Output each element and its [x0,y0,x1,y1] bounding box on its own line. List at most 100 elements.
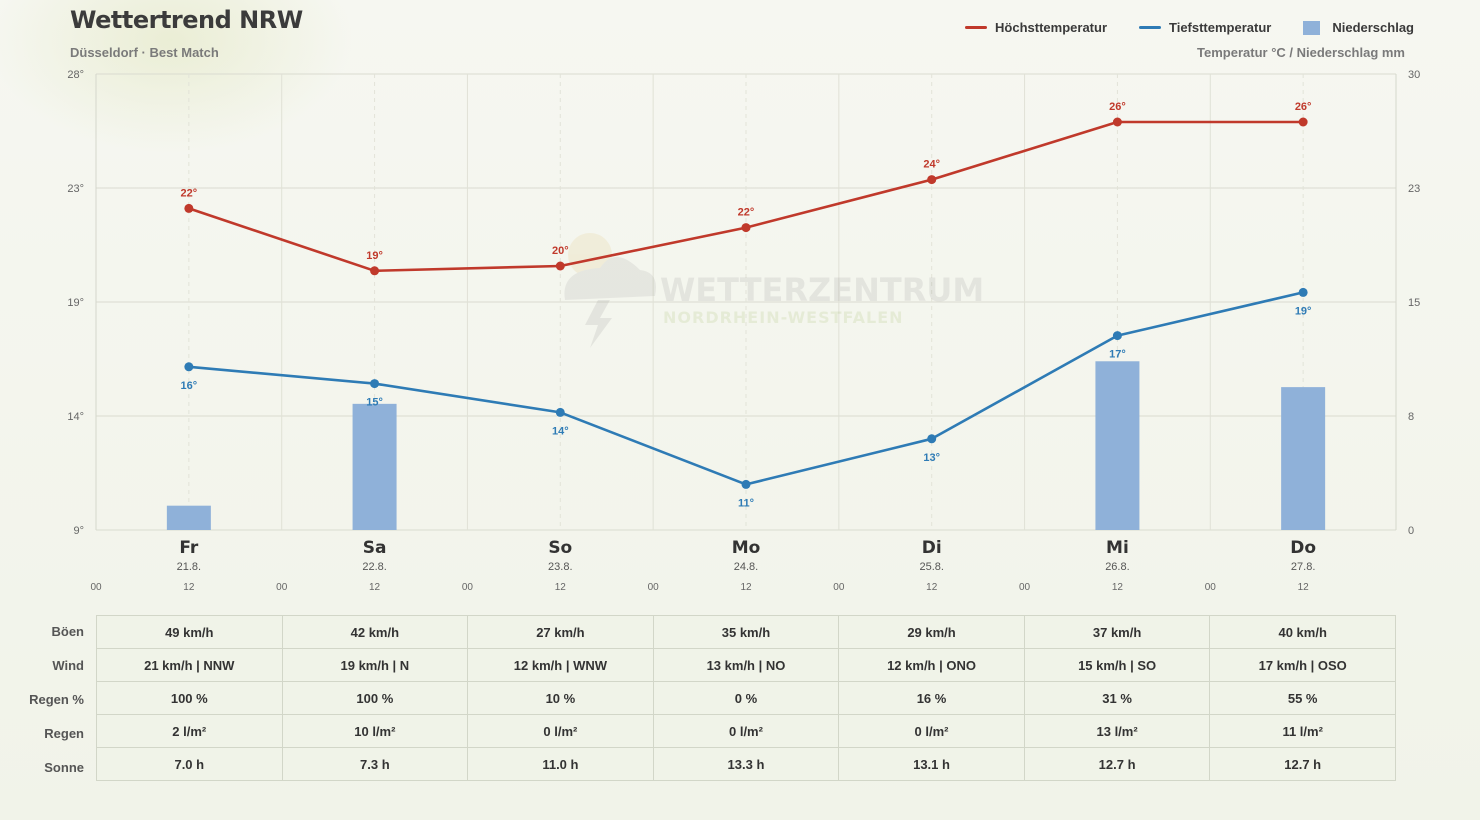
watermark-subtitle: NORDRHEIN-WESTFALEN [663,308,904,327]
day-label: Mo [732,538,761,558]
low-temp-point [184,362,194,372]
high-temp-label: 26° [1295,101,1312,113]
low-temp-point [1112,331,1122,341]
hour-tick-label: 00 [276,582,288,593]
detail-row-labels: Böen Wind Regen % Regen Sonne [0,615,84,785]
low-temp-point [370,379,380,389]
table-row-gusts: 49 km/h 42 km/h 27 km/h 35 km/h 29 km/h … [96,615,1396,649]
table-cell: 7.3 h [281,747,469,781]
y-right-tick-label: 15 [1408,297,1420,309]
weather-trend-chart: WETTERZENTRUM NORDRHEIN-WESTFALEN 9° 0 14°… [67,69,1420,593]
table-cell: 10 % [467,681,654,715]
high-temp-point [370,266,380,276]
high-temp-point [1112,117,1122,127]
table-cell: 21 km/h | NNW [96,648,283,682]
high-temp-label: 26° [1109,101,1126,113]
legend-swatch-high [965,26,988,29]
low-temp-label: 17° [1109,349,1126,361]
watermark-sun-icon [568,233,612,277]
high-temp-point [555,261,565,271]
day-label: Sa [363,538,387,558]
day-label: So [548,538,572,558]
table-row-rain-amount: 2 l/m² 10 l/m² 0 l/m² 0 l/m² 0 l/m² 13 l… [96,714,1396,748]
day-label: Do [1290,538,1316,558]
row-label-sunshine: Sonne [44,760,84,775]
low-temp-point [1298,287,1308,297]
table-cell: 37 km/h [1023,615,1211,649]
table-cell: 100 % [281,681,469,715]
chart-labels: 9° 0 14° 8 19° 15 23° 23 28° 30 00 12 Fr 21.8. 00 12 Sa 2… [67,69,1420,593]
high-temp-label: 22° [738,207,755,219]
watermark-bolt-icon [585,300,612,348]
watermark-cloud-icon [564,256,656,300]
y-left-tick-label: 14° [67,411,84,423]
table-cell: 19 km/h | N [281,648,469,682]
y-right-tick-label: 0 [1408,525,1414,537]
hour-tick-label: 12 [183,582,195,593]
hour-tick-label: 00 [90,582,102,593]
precip-bar [1281,387,1326,530]
y-left-tick-label: 28° [67,69,84,81]
table-cell: 12 km/h | WNW [467,648,654,682]
table-cell: 10 l/m² [281,714,469,748]
table-cell: 7.0 h [96,747,283,781]
hour-tick-label: 00 [1205,582,1217,593]
table-cell: 11 l/m² [1209,714,1396,748]
y-left-tick-label: 19° [67,297,84,309]
table-cell: 42 km/h [281,615,469,649]
location-subtitle: Düsseldorf · Best Match [70,45,219,60]
date-label: 25.8. [919,561,943,573]
table-cell: 13 km/h | NO [652,648,840,682]
table-cell: 12.7 h [1209,747,1396,781]
table-cell: 17 km/h | OSO [1209,648,1396,682]
table-cell: 12.7 h [1023,747,1211,781]
low-temp-point [555,407,565,417]
table-cell: 40 km/h [1209,615,1396,649]
y-right-tick-label: 30 [1408,69,1420,81]
table-cell: 16 % [838,681,1025,715]
legend-item-low[interactable]: Tiefsttemperatur [1139,20,1271,35]
table-cell: 29 km/h [838,615,1025,649]
legend-label-precip: Niederschlag [1332,20,1414,35]
table-cell: 55 % [1209,681,1396,715]
hour-tick-label: 00 [462,582,474,593]
legend-label-low: Tiefsttemperatur [1169,20,1272,35]
row-label-wind: Wind [52,658,84,673]
day-label: Fr [179,538,199,558]
high-temp-label: 20° [552,245,569,257]
temperature-lines [184,117,1308,489]
table-row-rain-probability: 100 % 100 % 10 % 0 % 16 % 31 % 55 % [96,681,1396,715]
table-cell: 13.1 h [838,747,1025,781]
precip-bar [352,403,397,530]
table-cell: 27 km/h [467,615,654,649]
legend-item-high[interactable]: Höchsttemperatur [965,20,1107,35]
table-cell: 0 l/m² [652,714,840,748]
table-cell: 100 % [96,681,283,715]
row-label-rain-amount: Regen [44,726,84,741]
hour-tick-label: 12 [555,582,567,593]
date-label: 21.8. [177,561,201,573]
hour-tick-label: 12 [1112,582,1124,593]
high-temp-label: 19° [366,250,383,262]
low-temp-point [741,479,751,489]
precip-bars [166,361,1326,530]
legend-swatch-low [1139,26,1161,29]
y-left-tick-label: 23° [67,183,84,195]
date-label: 27.8. [1291,561,1315,573]
low-temp-label: 19° [1295,305,1312,317]
table-row-wind: 21 km/h | NNW 19 km/h | N 12 km/h | WNW … [96,648,1396,682]
high-temp-point [927,175,937,185]
table-row-sunshine: 7.0 h 7.3 h 11.0 h 13.3 h 13.1 h 12.7 h … [96,747,1396,781]
high-temp-point [1298,117,1308,127]
hour-tick-label: 00 [833,582,845,593]
table-cell: 0 l/m² [467,714,654,748]
high-temp-point [184,203,194,213]
watermark-logo: WETTERZENTRUM NORDRHEIN-WESTFALEN [564,233,984,348]
low-temp-label: 11° [738,497,754,509]
legend-item-precip[interactable]: Niederschlag [1303,20,1414,35]
hour-tick-label: 12 [740,582,752,593]
legend-label-high: Höchsttemperatur [995,20,1107,35]
high-temp-label: 24° [923,159,940,171]
table-cell: 31 % [1023,681,1211,715]
low-temp-label: 15° [366,397,383,409]
